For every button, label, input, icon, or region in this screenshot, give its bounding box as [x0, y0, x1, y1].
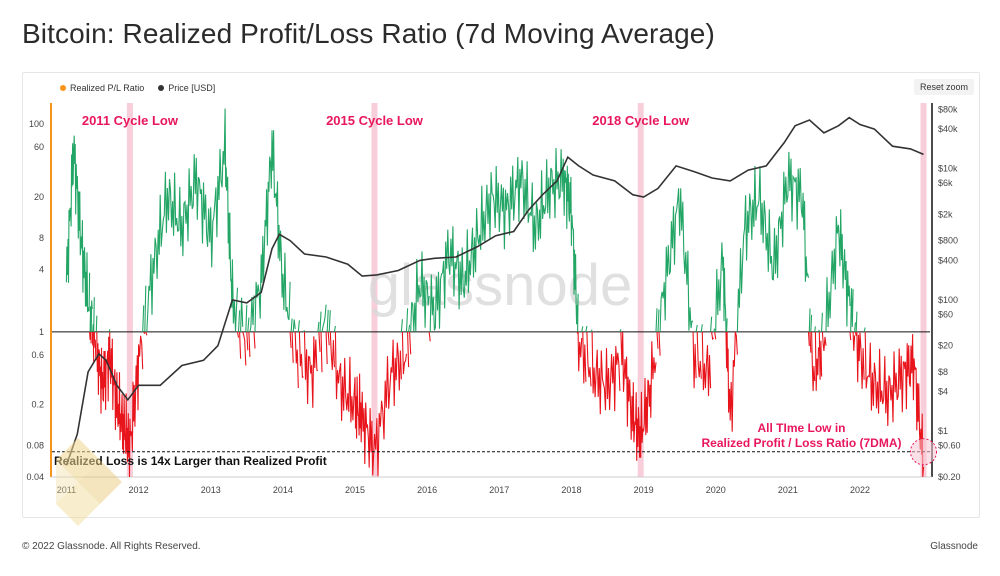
- legend-item-ratio[interactable]: Realized P/L Ratio: [60, 83, 144, 93]
- legend-price-label: Price [USD]: [168, 83, 216, 93]
- legend: Realized P/L Ratio Price [USD]: [60, 83, 215, 93]
- footer-copyright: © 2022 Glassnode. All Rights Reserved.: [22, 541, 201, 552]
- ratio-legend-marker: [60, 85, 66, 91]
- footer-brand: Glassnode: [930, 541, 978, 552]
- reset-zoom-button[interactable]: Reset zoom: [914, 79, 975, 95]
- page-title: Bitcoin: Realized Profit/Loss Ratio (7d …: [22, 18, 715, 49]
- price-legend-marker: [158, 85, 165, 91]
- legend-item-price[interactable]: Price [USD]: [158, 83, 215, 93]
- legend-ratio-label: Realized P/L Ratio: [70, 83, 145, 93]
- chart-frame: [22, 72, 980, 518]
